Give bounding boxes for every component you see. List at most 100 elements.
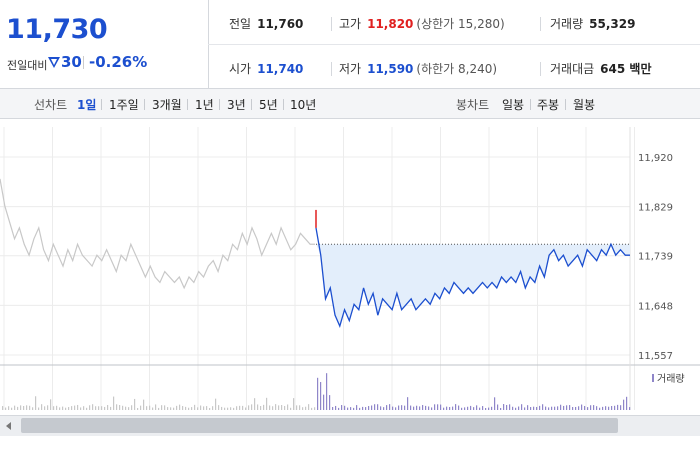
volume-bar bbox=[359, 407, 361, 410]
volume-bar bbox=[245, 407, 247, 410]
volume-bar bbox=[584, 406, 586, 410]
change-label: 전일대비 bbox=[7, 59, 48, 72]
volume-bar bbox=[323, 394, 325, 410]
chart-lines bbox=[0, 178, 630, 328]
volume-bar bbox=[410, 405, 412, 410]
volume-bar bbox=[275, 404, 277, 410]
volume-bar bbox=[503, 404, 505, 410]
volume-bar bbox=[494, 397, 496, 410]
volume-bar bbox=[587, 407, 589, 410]
candle-weekly-button[interactable]: 주봉 bbox=[537, 98, 560, 112]
volume-bar bbox=[623, 399, 625, 410]
scroll-left-arrow-icon[interactable] bbox=[0, 416, 20, 436]
volume-bar bbox=[467, 406, 469, 410]
volume-bar bbox=[215, 398, 217, 410]
period-1week-button[interactable]: 1주일 bbox=[109, 98, 139, 112]
volume-bar bbox=[569, 405, 571, 410]
volume-bar bbox=[230, 407, 232, 410]
volume-bar bbox=[35, 396, 37, 410]
volume-bar bbox=[173, 407, 175, 410]
volume-bar bbox=[479, 407, 481, 410]
volume-bar bbox=[344, 405, 346, 410]
volume-bar bbox=[116, 404, 118, 410]
volume-bar bbox=[266, 397, 268, 410]
volume-bar bbox=[374, 404, 376, 410]
today-price-line bbox=[315, 227, 630, 328]
quote-header: 11,730 전일대비 30 -0.26% 전일 11,760 고가 11,820(… bbox=[0, 0, 700, 89]
volume-bar bbox=[560, 404, 562, 410]
volume-bar bbox=[428, 406, 430, 410]
line-chart-label: 선차트 bbox=[34, 98, 68, 112]
volume-bar bbox=[386, 405, 388, 410]
volume-bar bbox=[302, 407, 304, 410]
volume-bar bbox=[5, 407, 7, 410]
volume-bar bbox=[317, 377, 319, 410]
volume-bar bbox=[23, 406, 25, 410]
volume-bar bbox=[557, 406, 559, 410]
volume-bar bbox=[332, 406, 334, 410]
volume-bar bbox=[101, 406, 103, 410]
volume-bar bbox=[371, 405, 373, 410]
volume-bar bbox=[551, 406, 553, 410]
volume-bar bbox=[170, 407, 172, 410]
divider bbox=[208, 44, 700, 45]
volume-bar bbox=[368, 406, 370, 410]
down-triangle-icon bbox=[48, 57, 60, 68]
volume-bar bbox=[260, 406, 262, 410]
volume-bar bbox=[104, 406, 106, 410]
volume-bar bbox=[176, 405, 178, 410]
volume-bar bbox=[296, 405, 298, 410]
period-3month-button[interactable]: 3개월 bbox=[152, 98, 182, 112]
period-1year-button[interactable]: 1년 bbox=[195, 98, 214, 112]
scroll-thumb[interactable] bbox=[21, 418, 618, 433]
volume-bar bbox=[416, 405, 418, 410]
volume-bar bbox=[44, 406, 46, 410]
volume-bar bbox=[305, 406, 307, 410]
volume-bar bbox=[143, 399, 145, 410]
volume-bar bbox=[2, 406, 4, 410]
volume-bar bbox=[155, 404, 157, 410]
stat-sub: (하한가 8,240) bbox=[416, 62, 498, 76]
volume-bar bbox=[608, 406, 610, 410]
volume-bar bbox=[455, 404, 457, 410]
volume-bar bbox=[239, 405, 241, 410]
volume-bar bbox=[299, 405, 301, 410]
below-reference-fill bbox=[316, 244, 630, 327]
volume-bar bbox=[596, 406, 598, 410]
volume-bar bbox=[458, 405, 460, 410]
period-5year-button[interactable]: 5년 bbox=[259, 98, 278, 112]
volume-bar bbox=[134, 398, 136, 410]
chart-scrollbar[interactable] bbox=[0, 415, 700, 436]
volume-bar bbox=[74, 405, 76, 410]
price-block: 11,730 전일대비 30 -0.26% bbox=[0, 0, 209, 88]
stat-value: 645 백만 bbox=[600, 62, 652, 76]
volume-bar bbox=[185, 406, 187, 410]
volume-bar bbox=[464, 407, 466, 410]
volume-bar bbox=[422, 405, 424, 410]
period-3year-button[interactable]: 3년 bbox=[227, 98, 246, 112]
volume-bar bbox=[20, 405, 22, 410]
volume-bar bbox=[413, 406, 415, 410]
volume-bar bbox=[383, 407, 385, 410]
volume-bar bbox=[308, 404, 310, 410]
stat-label: 저가 bbox=[339, 62, 362, 76]
candle-monthly-button[interactable]: 월봉 bbox=[573, 98, 596, 112]
period-10year-button[interactable]: 10년 bbox=[290, 98, 317, 112]
volume-bar bbox=[401, 405, 403, 410]
period-1day-button[interactable]: 1일 bbox=[77, 98, 97, 112]
volume-bar bbox=[620, 405, 622, 410]
volume-bar bbox=[497, 404, 499, 410]
y-tick-label: 11,739 bbox=[638, 252, 673, 263]
volume-bar bbox=[113, 396, 115, 410]
stat-label: 거래대금 bbox=[550, 62, 595, 76]
volume-bar bbox=[353, 407, 355, 410]
volume-bar bbox=[473, 407, 475, 410]
stat-low: 저가 11,590 (하한가 8,240) bbox=[339, 60, 497, 77]
volume-bar bbox=[161, 405, 163, 410]
volume-bar bbox=[533, 406, 535, 410]
volume-bar bbox=[50, 399, 52, 410]
stat-label: 고가 bbox=[339, 17, 362, 31]
volume-bar bbox=[599, 407, 601, 410]
candle-daily-button[interactable]: 일봉 bbox=[502, 98, 525, 112]
volume-bar bbox=[158, 407, 160, 410]
